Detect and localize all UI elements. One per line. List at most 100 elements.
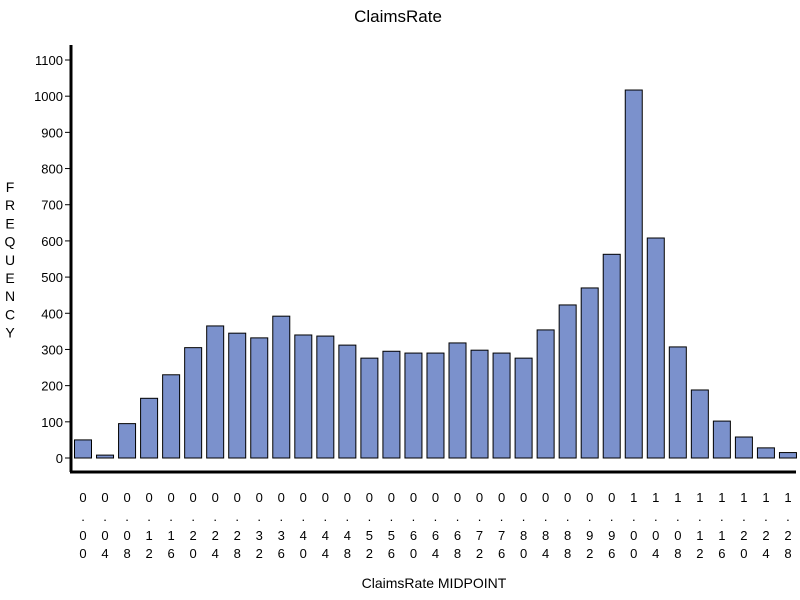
x-category-char: 4 [212, 546, 219, 561]
x-category-char: . [368, 509, 372, 524]
x-category-char: 2 [586, 546, 593, 561]
x-category-char: 0 [101, 490, 108, 505]
bar [756, 447, 775, 459]
bar [558, 304, 577, 459]
x-category-char: . [588, 509, 592, 524]
x-category-char: 1 [696, 528, 703, 543]
x-category-char: . [125, 509, 129, 524]
x-category-char: . [346, 509, 350, 524]
x-category-char: 0 [79, 546, 86, 561]
x-category-label: 0.56 [388, 490, 395, 561]
x-category-char: 0 [388, 490, 395, 505]
x-category-char: 4 [542, 546, 549, 561]
bar [74, 439, 92, 459]
x-category-char: 2 [740, 528, 747, 543]
x-category-char: . [544, 509, 548, 524]
x-category-char: 1 [696, 490, 703, 505]
x-category-char: . [500, 509, 504, 524]
x-category-char: 2 [696, 546, 703, 561]
x-category-char: 6 [454, 528, 461, 543]
x-category-label: 0.04 [101, 490, 108, 561]
x-category-char: 9 [586, 528, 593, 543]
bar [338, 344, 357, 459]
x-category-char: 1 [630, 490, 637, 505]
x-category-char: 4 [762, 546, 769, 561]
x-category-char: 0 [300, 546, 307, 561]
chart-title: ClaimsRate [354, 7, 442, 26]
x-category-char: 0 [520, 546, 527, 561]
x-category-char: 0 [630, 546, 637, 561]
x-category-label: 0.20 [190, 490, 197, 561]
x-axis-label: ClaimsRate MIDPOINT [362, 575, 507, 591]
x-category-char: 0 [79, 490, 86, 505]
y-tick-label: 900 [41, 125, 63, 140]
x-category-char: 1 [718, 490, 725, 505]
x-category-label: 1.04 [652, 490, 659, 561]
bar [470, 349, 489, 459]
x-category-char: . [235, 509, 239, 524]
x-category-label: 0.88 [564, 490, 571, 561]
x-category-label: 0.44 [322, 490, 329, 561]
bar [162, 374, 181, 459]
x-category-char: . [742, 509, 746, 524]
x-category-char: 3 [256, 528, 263, 543]
x-category-char: 9 [608, 528, 615, 543]
x-category-char: 2 [366, 546, 373, 561]
bar [316, 335, 335, 459]
x-category-char: 8 [520, 528, 527, 543]
x-category-label: 1.12 [696, 490, 703, 561]
x-category-char: 6 [278, 546, 285, 561]
x-category-char: 8 [123, 546, 130, 561]
y-axis-ticks: 0 100 200 300 400 500 600 700 800 900 1000 1100 [34, 53, 71, 466]
x-category-char: 0 [322, 490, 329, 505]
x-category-char: 6 [498, 546, 505, 561]
y-tick-label: 100 [41, 415, 63, 430]
x-category-label: 0.40 [300, 490, 307, 561]
x-category-label: 1.28 [784, 490, 791, 561]
x-category-char: 8 [234, 546, 241, 561]
x-category-char: 0 [190, 546, 197, 561]
y-tick-label: 500 [41, 270, 63, 285]
y-axis-label-char: F [6, 179, 15, 195]
x-category-char: 2 [256, 546, 263, 561]
x-category-char: . [456, 509, 460, 524]
x-category-char: . [147, 509, 151, 524]
x-category-char: . [412, 509, 416, 524]
x-category-char: . [654, 509, 658, 524]
x-category-char: . [698, 509, 702, 524]
bar [228, 332, 247, 459]
bar [778, 452, 797, 459]
x-category-char: 2 [145, 546, 152, 561]
x-category-char: . [610, 509, 614, 524]
x-category-char: 6 [410, 528, 417, 543]
x-category-char: . [720, 509, 724, 524]
x-category-label: 0.00 [79, 490, 86, 561]
x-category-label: 0.52 [366, 490, 373, 561]
x-category-char: . [81, 509, 85, 524]
x-category-label: 0.68 [454, 490, 461, 561]
x-category-char: 4 [300, 528, 307, 543]
x-category-char: 0 [432, 490, 439, 505]
x-category-char: 6 [388, 546, 395, 561]
x-category-char: 0 [608, 490, 615, 505]
bar [294, 334, 313, 459]
x-category-char: . [257, 509, 261, 524]
x-category-char: 0 [564, 490, 571, 505]
y-tick-label: 0 [56, 451, 63, 466]
x-category-char: 2 [476, 546, 483, 561]
bar [734, 436, 753, 459]
x-category-char: 2 [784, 528, 791, 543]
x-category-char: 0 [366, 490, 373, 505]
x-category-char: 0 [123, 490, 130, 505]
x-category-char: 2 [234, 528, 241, 543]
x-category-char: 1 [740, 490, 747, 505]
x-category-char: 8 [564, 546, 571, 561]
y-tick-label: 400 [41, 306, 63, 321]
bar [646, 237, 665, 459]
x-category-label: 0.92 [586, 490, 593, 561]
x-category-char: 8 [454, 546, 461, 561]
bar [272, 315, 291, 459]
x-category-char: 5 [366, 528, 373, 543]
x-category-char: . [103, 509, 107, 524]
